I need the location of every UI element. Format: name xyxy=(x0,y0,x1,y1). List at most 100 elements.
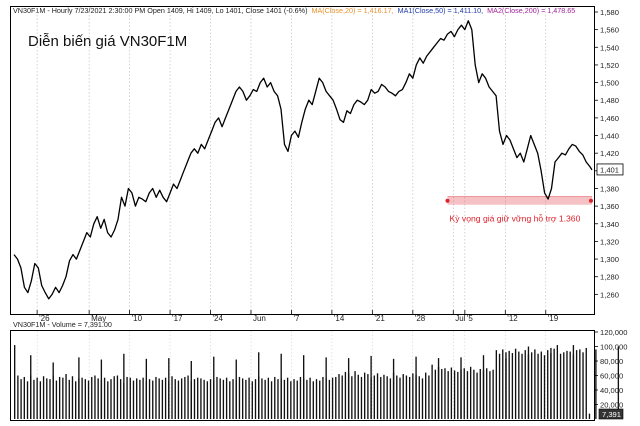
last-price-label: 1,401 xyxy=(600,165,619,174)
price-x-tick-label: '10 xyxy=(132,314,143,323)
price-y-tick-label: 1,520 xyxy=(600,61,619,70)
volume-bar xyxy=(155,376,157,419)
support-band xyxy=(447,196,592,205)
price-y-tick-label: 1,340 xyxy=(600,220,619,229)
volume-bar xyxy=(103,377,106,419)
volume-spike-bar xyxy=(168,358,170,419)
volume-bar xyxy=(498,353,501,419)
volume-spike-bar xyxy=(52,362,54,419)
volume-bar xyxy=(351,376,353,419)
volume-bar xyxy=(251,381,253,419)
volume-spike-bar xyxy=(325,357,327,420)
price-x-tick-label: '19 xyxy=(548,314,559,323)
last-price-tag: 1,401 xyxy=(596,163,624,176)
volume-bar xyxy=(87,380,90,419)
volume-spike-bar xyxy=(482,355,485,419)
price-header-main: VN30F1M - Hourly 7/23/2021 2:30:00 PM Op… xyxy=(13,6,307,15)
volume-bar xyxy=(450,367,453,419)
volume-bar xyxy=(569,351,571,419)
volume-spike-bar xyxy=(550,347,552,419)
price-x-axis: '26 May '10 '17 '24 Jun '7 '14 '21 '28 Jul '5 '12 '19 xyxy=(36,310,559,323)
volume-bar xyxy=(75,381,77,419)
volume-bar xyxy=(514,348,517,419)
volume-bar xyxy=(357,374,359,419)
volume-bar xyxy=(229,381,231,419)
support-annotation: Kỳ vọng giá giữ vững hỗ trợ 1.360 xyxy=(450,214,581,224)
volume-bar xyxy=(241,378,244,419)
volume-bar xyxy=(367,374,369,419)
volume-y-tick-label: 60,000 xyxy=(600,372,623,381)
volume-bar xyxy=(136,378,138,419)
volume-bar xyxy=(91,376,93,419)
volume-bar xyxy=(399,377,401,419)
volume-bar xyxy=(479,368,481,419)
volume-bar xyxy=(33,379,35,419)
volume-bar xyxy=(126,376,128,419)
volume-bar xyxy=(582,352,584,419)
volume-bar xyxy=(58,376,61,419)
price-x-tick-label: '12 xyxy=(507,314,518,323)
price-x-tick-label: '17 xyxy=(172,314,183,323)
volume-bar xyxy=(473,369,475,419)
volume-y-tick-label: 100,000 xyxy=(600,343,627,352)
price-line xyxy=(13,20,593,300)
volume-bar xyxy=(315,379,318,420)
volume-bar xyxy=(116,375,119,419)
volume-bar xyxy=(65,374,67,419)
volume-bar xyxy=(261,378,263,419)
volume-bar xyxy=(142,377,144,419)
volume-spike-bar xyxy=(415,356,417,419)
volume-y-axis: 20,000 40,000 60,000 80,000 100,000 120,000 xyxy=(594,328,627,410)
volume-bar xyxy=(402,374,404,419)
volume-y-tick-label: 20,000 xyxy=(600,401,623,410)
volume-bar xyxy=(187,375,189,419)
volume-bar xyxy=(110,379,112,420)
volume-bar xyxy=(524,350,526,420)
volume-spike-bar xyxy=(460,357,462,420)
volume-bar xyxy=(164,377,167,419)
volume-bar xyxy=(441,368,443,419)
volume-bar xyxy=(139,379,141,419)
last-volume-box xyxy=(598,408,624,420)
volume-bar xyxy=(312,381,314,419)
volume-bar xyxy=(152,380,154,419)
volume-bar xyxy=(547,350,549,420)
volume-bar xyxy=(328,379,331,419)
volume-bar xyxy=(26,381,29,419)
volume-bar xyxy=(566,350,568,419)
volume-bar xyxy=(463,368,465,419)
price-x-tick-label: '5 xyxy=(467,314,474,323)
volume-bar xyxy=(68,379,70,419)
volume-bar xyxy=(453,370,456,419)
volume-bar xyxy=(469,366,472,419)
volume-bar xyxy=(158,378,160,419)
price-x-tick-label: May xyxy=(91,314,106,323)
volume-spike-bar xyxy=(213,356,215,419)
price-y-tick-label: 1,500 xyxy=(600,79,619,88)
volume-bar xyxy=(495,350,498,420)
volume-bar xyxy=(418,376,420,419)
volume-bar xyxy=(319,380,321,419)
volume-bar xyxy=(447,371,449,419)
volume-bar xyxy=(518,351,520,419)
volume-bar xyxy=(434,369,437,419)
volume-bar xyxy=(254,379,257,420)
volume-bar xyxy=(380,376,382,419)
volume-bar xyxy=(338,374,340,419)
volume-bar xyxy=(559,353,562,419)
volume-bar xyxy=(408,376,411,419)
volume-bar xyxy=(49,379,51,420)
volume-bar xyxy=(216,376,218,419)
volume-bar xyxy=(396,375,398,419)
volume-spike-bar xyxy=(100,359,103,419)
last-volume-label: 7,391 xyxy=(602,410,621,419)
volume-bar xyxy=(296,380,298,419)
ma50-label: MA1(Close,50) = 1,411.10, xyxy=(398,6,484,15)
volume-bar xyxy=(81,377,83,419)
volume-bar xyxy=(222,379,225,419)
volume-bar xyxy=(457,371,459,420)
volume-bar xyxy=(386,376,388,419)
support-end-dot xyxy=(589,198,593,203)
volume-bar xyxy=(575,350,578,420)
